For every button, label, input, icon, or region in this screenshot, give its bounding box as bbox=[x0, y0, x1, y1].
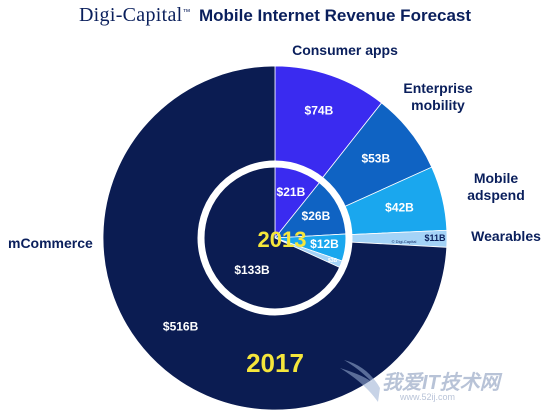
chart-title: Mobile Internet Revenue Forecast bbox=[198, 6, 472, 25]
wing-watermark-icon bbox=[340, 360, 380, 402]
brand-logo: Digi-Capital bbox=[78, 4, 183, 26]
callout-mobile-adspend: Mobile adspend bbox=[467, 170, 525, 203]
small-credit: © Digi-Capital bbox=[392, 239, 417, 244]
callout-consumer-apps: Consumer apps bbox=[292, 42, 398, 58]
data-label-2013-mcommerce: $133B bbox=[234, 263, 270, 277]
data-label-2013-consumer-apps: $21B bbox=[277, 185, 306, 199]
data-label-2013-enterprise-mobility: $26B bbox=[302, 209, 331, 223]
trademark-mark: ™ bbox=[182, 7, 191, 17]
inner-ring-border bbox=[197, 160, 353, 316]
data-label-2017-wearables: $11B bbox=[424, 233, 446, 243]
data-label-2017-consumer-apps: $74B bbox=[305, 104, 334, 118]
data-label-2017-mcommerce: $516B bbox=[163, 320, 199, 334]
data-label-2017-enterprise-mobility: $53B bbox=[361, 151, 390, 165]
callout-enterprise-mobility: Enterprise mobility bbox=[403, 80, 473, 113]
callout-mcommerce: mCommerce bbox=[8, 235, 93, 251]
watermark-text: 我爱IT技术网 bbox=[382, 372, 500, 394]
year-2017-label: 2017 bbox=[246, 348, 304, 378]
data-label-2013-mobile-adspend: $12B bbox=[310, 237, 339, 251]
watermark-url: www.52ij.com bbox=[400, 392, 456, 402]
callout-wearables: Wearables bbox=[471, 228, 541, 244]
year-2013-label: 2013 bbox=[258, 227, 307, 252]
data-labels: $74B $53B $42B $11B $516B $21B $26B $12B $3B $133… bbox=[163, 104, 446, 334]
data-label-2017-mobile-adspend: $42B bbox=[385, 200, 414, 214]
chart-title-row: Digi-Capital™ Mobile Internet Revenue Fo… bbox=[0, 4, 550, 27]
watermark: 我爱IT技术网 www.52ij.com bbox=[338, 358, 538, 408]
data-label-2013-wearables: $3B bbox=[328, 258, 338, 264]
